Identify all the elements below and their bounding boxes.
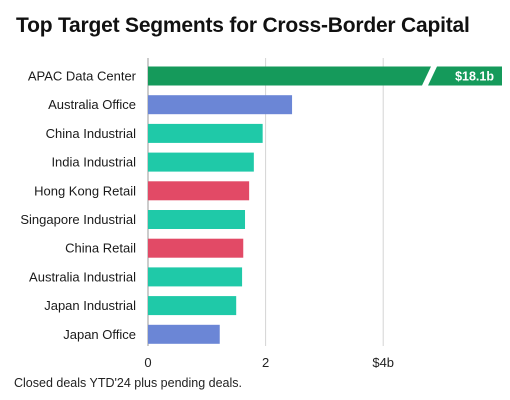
category-label: China Retail (65, 241, 136, 256)
bar (148, 123, 263, 143)
category-label: APAC Data Center (28, 69, 137, 84)
category-label: Hong Kong Retail (34, 183, 136, 198)
bar (148, 181, 250, 201)
axis-break-mark (422, 66, 437, 86)
x-tick-label: 2 (262, 355, 269, 370)
bar (148, 238, 244, 258)
bar (148, 152, 254, 172)
bar (148, 210, 246, 229)
chart-title: Top Target Segments for Cross-Border Cap… (16, 14, 470, 37)
category-label: Australia Office (48, 97, 136, 112)
x-axis-ticks: 0 2 $4b (144, 355, 394, 370)
category-label: China Industrial (46, 126, 136, 141)
bar (148, 267, 243, 287)
category-label: Australia Industrial (29, 269, 136, 284)
x-tick-label: $4b (372, 355, 394, 370)
category-label: Singapore Industrial (20, 212, 136, 227)
category-label: Japan Industrial (44, 298, 136, 313)
bar (148, 66, 502, 86)
footnote: Closed deals YTD'24 plus pending deals. (14, 376, 242, 390)
bar (148, 324, 220, 344)
category-labels: APAC Data Center Australia Office China In… (20, 69, 136, 342)
bars: $18.1b (148, 66, 502, 344)
bar-chart: $18.1b APAC Data Center Australia Office C… (20, 58, 502, 370)
category-label: India Industrial (51, 155, 136, 170)
x-tick-label: 0 (144, 355, 151, 370)
bar (148, 296, 237, 316)
category-label: Japan Office (63, 327, 136, 342)
bar-value-label: $18.1b (455, 70, 494, 84)
bar (148, 95, 293, 115)
